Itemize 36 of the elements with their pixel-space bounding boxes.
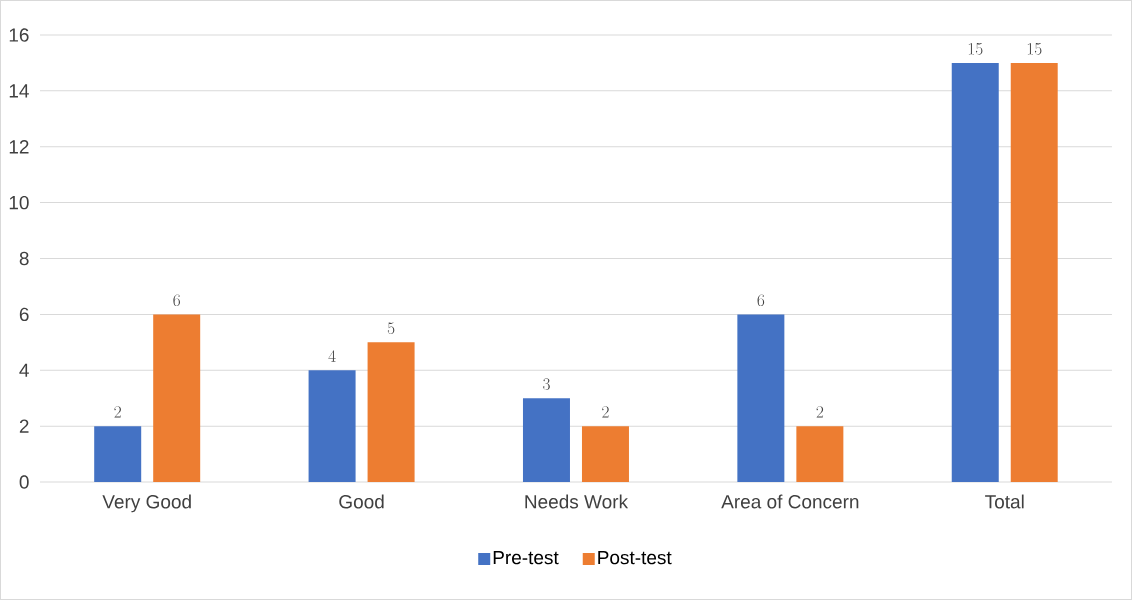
x-tick-label: Total xyxy=(985,494,1024,509)
y-tick-label: 10 xyxy=(9,195,29,210)
bar xyxy=(367,342,415,482)
data-label: 2 xyxy=(114,406,121,418)
legend-label: Post-test xyxy=(598,551,672,565)
bar xyxy=(522,398,570,482)
data-label: 15 xyxy=(1027,42,1042,55)
bar xyxy=(581,426,629,482)
data-label: 2 xyxy=(816,406,824,418)
data-label: 2 xyxy=(602,406,609,418)
y-tick-label: 8 xyxy=(19,251,29,266)
x-tick-label: Needs Work xyxy=(525,494,629,509)
bar xyxy=(153,314,201,482)
data-label: 6 xyxy=(757,294,765,307)
bar xyxy=(737,314,785,482)
bar xyxy=(1010,62,1058,482)
y-tick-label: 6 xyxy=(19,307,29,322)
y-tick-label: 4 xyxy=(19,363,29,377)
y-tick-label: 0 xyxy=(19,475,29,489)
y-tick-label: 2 xyxy=(19,419,29,433)
data-label: 5 xyxy=(387,322,395,335)
legend-label: Pre-test xyxy=(493,551,559,565)
bar xyxy=(94,426,142,482)
x-tick-label: Area of Concern xyxy=(721,494,859,509)
y-tick-label: 12 xyxy=(9,140,29,154)
bar xyxy=(796,426,844,482)
x-tick-label: Good xyxy=(339,494,384,509)
data-label: 3 xyxy=(543,378,550,390)
data-label: 6 xyxy=(173,294,180,307)
bar xyxy=(951,62,999,482)
x-tick-label: Very Good xyxy=(102,494,191,513)
data-label: 15 xyxy=(968,42,983,55)
y-tick-label: 14 xyxy=(9,84,29,98)
data-label: 4 xyxy=(328,350,336,362)
bar xyxy=(308,370,356,482)
y-tick-label: 16 xyxy=(9,28,29,42)
